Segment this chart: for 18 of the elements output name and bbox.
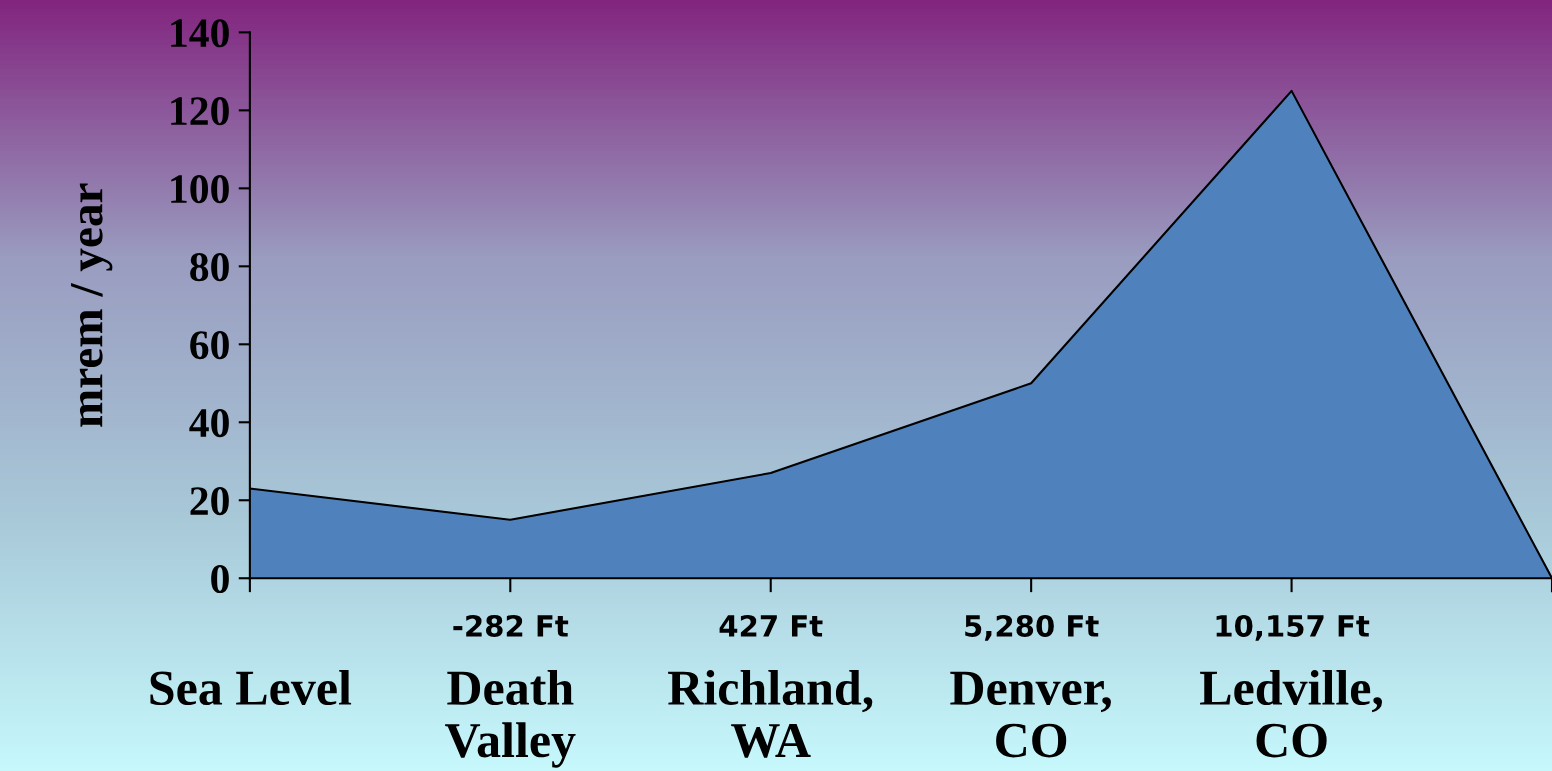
x-tick-label: Denver, CO xyxy=(950,671,1111,758)
text: 5,280 Ft xyxy=(965,614,1099,641)
y-tick-label: 140 xyxy=(171,19,229,48)
y-tick-label: 80 xyxy=(190,253,229,282)
y-tick-label: 20 xyxy=(190,487,229,516)
text: 427 Ft xyxy=(719,614,823,637)
text: -282 Ft xyxy=(453,614,569,637)
text: 10,157 Ft xyxy=(1216,614,1370,641)
x-tick-label: Ledville, CO xyxy=(1200,669,1383,758)
y-axis-title: mrem / year xyxy=(71,183,113,427)
y-tick-label: 40 xyxy=(189,409,229,438)
y-tick-label: 120 xyxy=(171,97,229,126)
y-tick-label: 0 xyxy=(211,565,229,594)
x-tick-label: Sea Level xyxy=(150,669,352,706)
x-tick-label: Death Valley xyxy=(445,669,576,768)
y-tick-label: 100 xyxy=(171,175,229,204)
y-tick-label: 60 xyxy=(190,331,229,360)
x-tick-label: Richland, WA xyxy=(668,669,873,758)
